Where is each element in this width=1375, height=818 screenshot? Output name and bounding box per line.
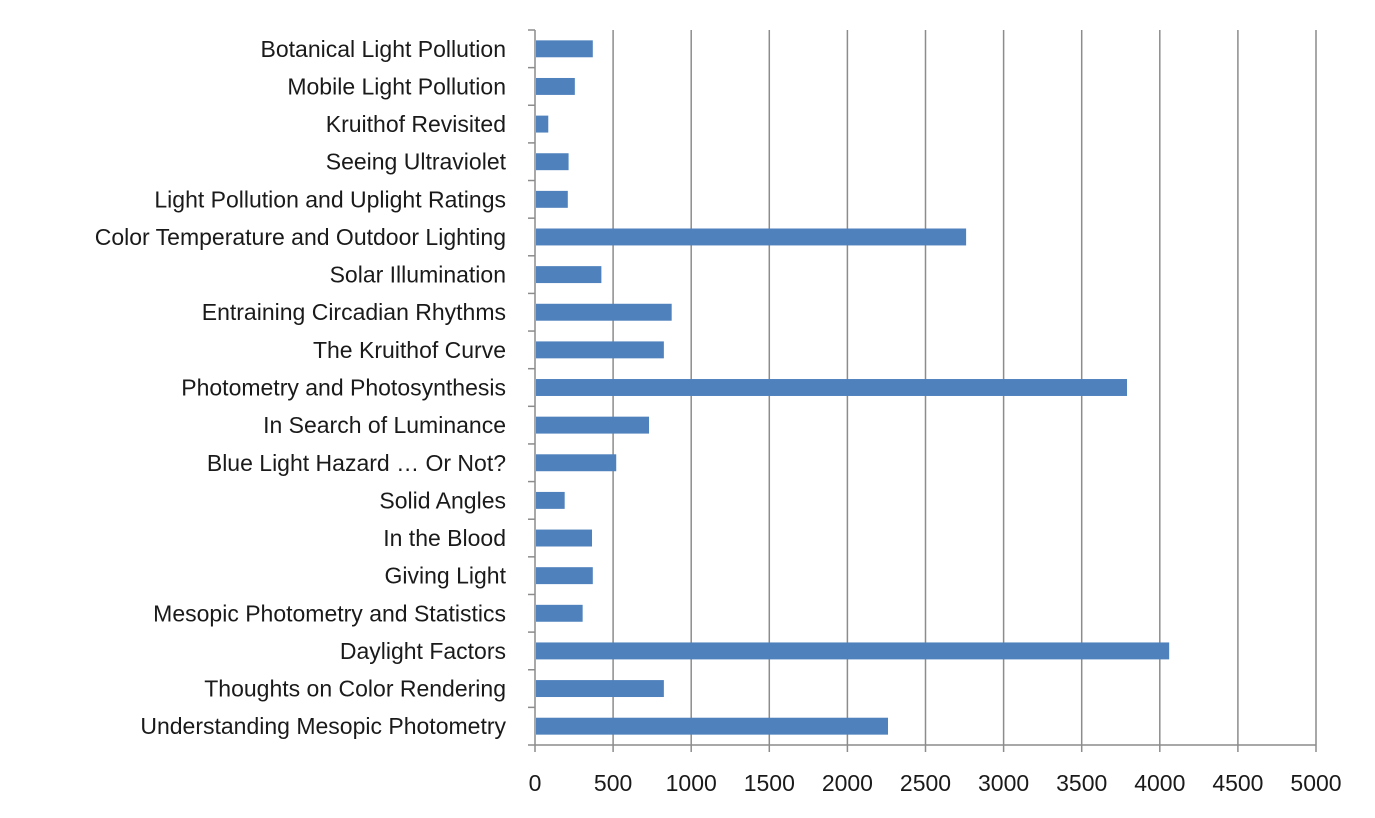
category-label: Botanical Light Pollution [261,36,507,62]
bar [536,604,583,622]
x-tick-label: 3500 [1056,770,1107,796]
bar [536,680,664,698]
category-label: In Search of Luminance [263,412,506,438]
x-tick-labels: 0 500 1000 1500 2000 2500 3000 3500 4000 4500 5000 [529,770,1342,796]
category-label: Light Pollution and Uplight Ratings [154,186,506,212]
bar [536,416,650,434]
bar [536,115,549,133]
bar [536,266,602,284]
category-label: Photometry and Photosynthesis [181,375,506,401]
x-tick-label: 5000 [1290,770,1341,796]
bars [536,40,1170,735]
category-label: Solar Illumination [330,262,506,288]
x-tick-label: 500 [594,770,632,796]
bar [536,567,593,585]
bar [536,77,575,95]
category-label: Mesopic Photometry and Statistics [153,600,506,626]
category-label: Solid Angles [379,487,506,513]
category-label: Daylight Factors [340,638,506,664]
bar [536,190,568,208]
category-label: Mobile Light Pollution [287,73,506,99]
bar [536,379,1127,396]
x-tick-label: 4500 [1212,770,1263,796]
category-label: Seeing Ultraviolet [326,149,507,175]
bar [536,529,593,547]
axes [528,29,1317,752]
bar [536,454,617,472]
category-label: The Kruithof Curve [313,337,506,363]
bar [536,40,593,58]
bar [536,153,569,171]
category-label: Color Temperature and Outdoor Lighting [95,224,506,250]
x-tick-label: 1500 [744,770,795,796]
category-label: Thoughts on Color Rendering [204,676,506,702]
category-label: Entraining Circadian Rhythms [202,299,506,325]
x-tick-label: 2000 [822,770,873,796]
bar [536,228,967,246]
x-tick-label: 2500 [900,770,951,796]
category-labels: Botanical Light Pollution Mobile Light Po… [95,36,507,739]
category-label: Blue Light Hazard … Or Not? [207,450,506,476]
bar [536,491,565,509]
bar [536,341,664,359]
category-label: Kruithof Revisited [326,111,506,137]
x-tick-label: 4000 [1134,770,1185,796]
bar [536,303,672,321]
bar [536,717,889,735]
x-tick-label: 3000 [978,770,1029,796]
bar [536,642,1170,660]
x-tick-label: 1000 [666,770,717,796]
category-label: Understanding Mesopic Photometry [140,713,506,739]
x-tick-label: 0 [529,770,542,796]
category-label: In the Blood [383,525,506,551]
category-label: Giving Light [385,563,507,589]
